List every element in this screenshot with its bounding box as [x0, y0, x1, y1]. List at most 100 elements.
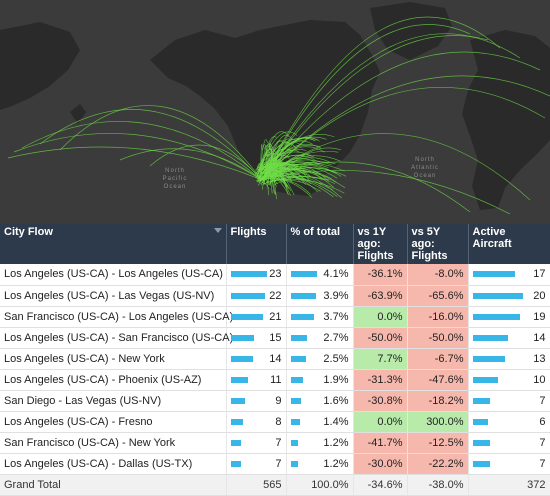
- header-vs-5y[interactable]: vs 5Y ago: Flights: [407, 224, 468, 264]
- pct-cell: 1.4%: [286, 411, 353, 432]
- aircraft-value: 13: [473, 353, 546, 365]
- table-row[interactable]: Los Angeles (US-CA) - Dallas (US-TX) 7 1.2…: [0, 453, 550, 474]
- flow-arc: [8, 147, 262, 180]
- city-flow-cell[interactable]: Los Angeles (US-CA) - Phoenix (US-AZ): [0, 369, 226, 390]
- header-city-flow[interactable]: City Flow: [0, 224, 226, 264]
- flights-cell: 23: [226, 264, 286, 285]
- header-vs-1y[interactable]: vs 1Y ago: Flights: [353, 224, 407, 264]
- pct-value: 3.9%: [291, 290, 349, 302]
- vs-5y-cell: -65.6%: [407, 285, 468, 306]
- vs-1y-cell: 0.0%: [353, 306, 407, 327]
- aircraft-cell: 20: [468, 285, 550, 306]
- flights-value: 7: [231, 458, 282, 470]
- city-flow-cell[interactable]: Los Angeles (US-CA) - San Francisco (US-…: [0, 327, 226, 348]
- pct-cell: 3.9%: [286, 285, 353, 306]
- flights-cell: 7: [226, 432, 286, 453]
- vs-5y-cell: -47.6%: [407, 369, 468, 390]
- flow-arc: [22, 121, 262, 180]
- vs-1y-cell: -36.1%: [353, 264, 407, 285]
- city-flow-cell[interactable]: Los Angeles (US-CA) - Las Vegas (US-NV): [0, 285, 226, 306]
- pct-value: 1.4%: [291, 416, 349, 428]
- aircraft-cell: 7: [468, 432, 550, 453]
- grand-total-pct: 100.0%: [286, 474, 353, 495]
- vs-1y-cell: -41.7%: [353, 432, 407, 453]
- table-body: Los Angeles (US-CA) - Los Angeles (US-CA…: [0, 264, 550, 474]
- flights-value: 23: [231, 268, 282, 280]
- vs-1y-cell: -30.0%: [353, 453, 407, 474]
- city-flow-cell[interactable]: San Francisco (US-CA) - New York: [0, 432, 226, 453]
- flow-arc: [14, 133, 262, 180]
- sort-dropdown-icon[interactable]: [214, 228, 222, 233]
- vs-1y-cell: -30.8%: [353, 390, 407, 411]
- vs-1y-cell: -63.9%: [353, 285, 407, 306]
- city-flow-cell[interactable]: Los Angeles (US-CA) - New York: [0, 348, 226, 369]
- vs-5y-cell: -12.5%: [407, 432, 468, 453]
- flights-value: 7: [231, 437, 282, 449]
- city-flow-cell[interactable]: San Francisco (US-CA) - Los Angeles (US-…: [0, 306, 226, 327]
- header-flights[interactable]: Flights: [226, 224, 286, 264]
- flights-value: 21: [231, 311, 282, 323]
- north-atlantic-ocean-label: North Atlantic Ocean: [400, 156, 450, 180]
- table-row[interactable]: San Francisco (US-CA) - New York 7 1.2% -41…: [0, 432, 550, 453]
- vs-5y-cell: -6.7%: [407, 348, 468, 369]
- flights-value: 14: [231, 353, 282, 365]
- pct-cell: 1.9%: [286, 369, 353, 390]
- aircraft-value: 10: [473, 374, 546, 386]
- pct-cell: 1.2%: [286, 453, 353, 474]
- aircraft-value: 19: [473, 311, 546, 323]
- flow-map[interactable]: North Pacific Ocean North Atlantic Ocean: [0, 0, 550, 224]
- table-row[interactable]: Los Angeles (US-CA) - Los Angeles (US-CA…: [0, 264, 550, 285]
- aircraft-value: 14: [473, 332, 546, 344]
- grand-total-vs-5y: -38.0%: [407, 474, 468, 495]
- vs-5y-cell: -18.2%: [407, 390, 468, 411]
- aircraft-cell: 13: [468, 348, 550, 369]
- flights-cell: 11: [226, 369, 286, 390]
- flights-value: 22: [231, 290, 282, 302]
- aircraft-cell: 10: [468, 369, 550, 390]
- table-row[interactable]: Los Angeles (US-CA) - New York 14 2.5% 7.7%…: [0, 348, 550, 369]
- header-active-aircraft[interactable]: Active Aircraft: [468, 224, 550, 264]
- flights-cell: 15: [226, 327, 286, 348]
- vs-1y-cell: 7.7%: [353, 348, 407, 369]
- aircraft-cell: 6: [468, 411, 550, 432]
- pct-cell: 2.5%: [286, 348, 353, 369]
- city-flow-cell[interactable]: Los Angeles (US-CA) - Dallas (US-TX): [0, 453, 226, 474]
- city-flow-table: City Flow Flights % of total vs 1Y ago: …: [0, 224, 550, 496]
- city-flow-cell[interactable]: San Diego - Las Vegas (US-NV): [0, 390, 226, 411]
- pct-value: 1.6%: [291, 395, 349, 407]
- flights-value: 15: [231, 332, 282, 344]
- vs-5y-cell: -22.2%: [407, 453, 468, 474]
- asia-landmass: [0, 22, 80, 110]
- vs-1y-cell: 0.0%: [353, 411, 407, 432]
- vs-1y-cell: -50.0%: [353, 327, 407, 348]
- table-row[interactable]: Los Angeles (US-CA) - San Francisco (US-…: [0, 327, 550, 348]
- vs-5y-cell: -16.0%: [407, 306, 468, 327]
- flights-cell: 22: [226, 285, 286, 306]
- vs-5y-cell: -50.0%: [407, 327, 468, 348]
- city-flow-cell[interactable]: Los Angeles (US-CA) - Fresno: [0, 411, 226, 432]
- grand-total-aircraft: 372: [468, 474, 550, 495]
- grand-total-row: Grand Total 565 100.0% -34.6% -38.0% 372: [0, 474, 550, 495]
- aircraft-value: 7: [473, 458, 546, 470]
- table-row[interactable]: Los Angeles (US-CA) - Fresno 8 1.4% 0.0%300…: [0, 411, 550, 432]
- pct-cell: 2.7%: [286, 327, 353, 348]
- aircraft-value: 20: [473, 290, 546, 302]
- europe-africa-landmass: [462, 30, 550, 210]
- aircraft-value: 7: [473, 437, 546, 449]
- aircraft-value: 7: [473, 395, 546, 407]
- pct-value: 2.5%: [291, 353, 349, 365]
- flights-value: 8: [231, 416, 282, 428]
- city-flow-cell[interactable]: Los Angeles (US-CA) - Los Angeles (US-CA…: [0, 264, 226, 285]
- flights-cell: 21: [226, 306, 286, 327]
- vs-5y-cell: 300.0%: [407, 411, 468, 432]
- grand-total-flights: 565: [226, 474, 286, 495]
- pct-value: 1.2%: [291, 437, 349, 449]
- table-row[interactable]: Los Angeles (US-CA) - Las Vegas (US-NV) 2…: [0, 285, 550, 306]
- header-pct-total[interactable]: % of total: [286, 224, 353, 264]
- table-header-row: City Flow Flights % of total vs 1Y ago: …: [0, 224, 550, 264]
- table-row[interactable]: San Francisco (US-CA) - Los Angeles (US-…: [0, 306, 550, 327]
- north-pacific-ocean-label: North Pacific Ocean: [150, 167, 200, 191]
- flights-cell: 7: [226, 453, 286, 474]
